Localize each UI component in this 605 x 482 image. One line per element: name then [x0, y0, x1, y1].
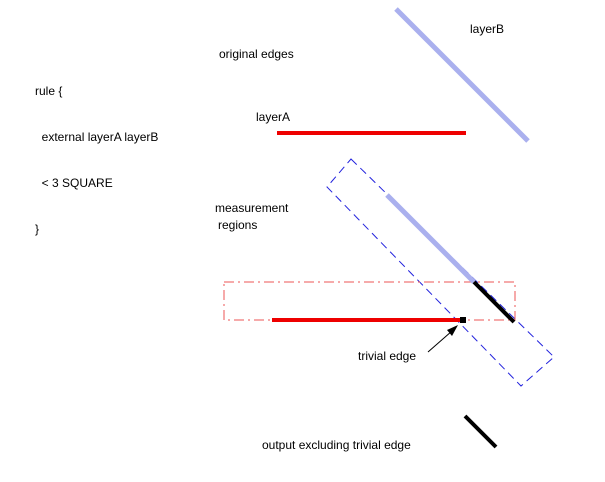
layer-a-measurement-region	[223, 281, 516, 321]
original-edges-label: original edges	[219, 47, 294, 61]
measurement-regions-label-line2: regions	[218, 218, 258, 232]
trivial-edge-label: trivial edge	[358, 349, 417, 363]
rule-line-2: external layerA layerB	[35, 130, 159, 144]
rule-line-4: }	[35, 222, 40, 236]
rule-text-block: rule { external layerA layerB < 3 SQUARE…	[35, 53, 158, 267]
output-label: output excluding trivial edge	[262, 438, 411, 452]
rule-line-1: rule {	[35, 84, 63, 98]
output-edge	[463, 414, 498, 449]
trivial-edge-arrow-shaft	[427, 330, 453, 353]
result-edge	[472, 280, 516, 324]
layer-b-original-edge	[394, 7, 530, 143]
rule-line-3: < 3 SQUARE	[35, 176, 113, 190]
layer-b-edge-in-region	[385, 193, 476, 284]
trivial-edge-arrow-head	[447, 325, 458, 336]
measurement-regions-label-line1: measurement	[215, 201, 289, 215]
layer-a-label: layerA	[256, 110, 291, 124]
layer-b-measurement-region	[326, 158, 555, 387]
trivial-edge-marker	[460, 317, 466, 323]
layer-b-label: layerB	[470, 22, 505, 36]
